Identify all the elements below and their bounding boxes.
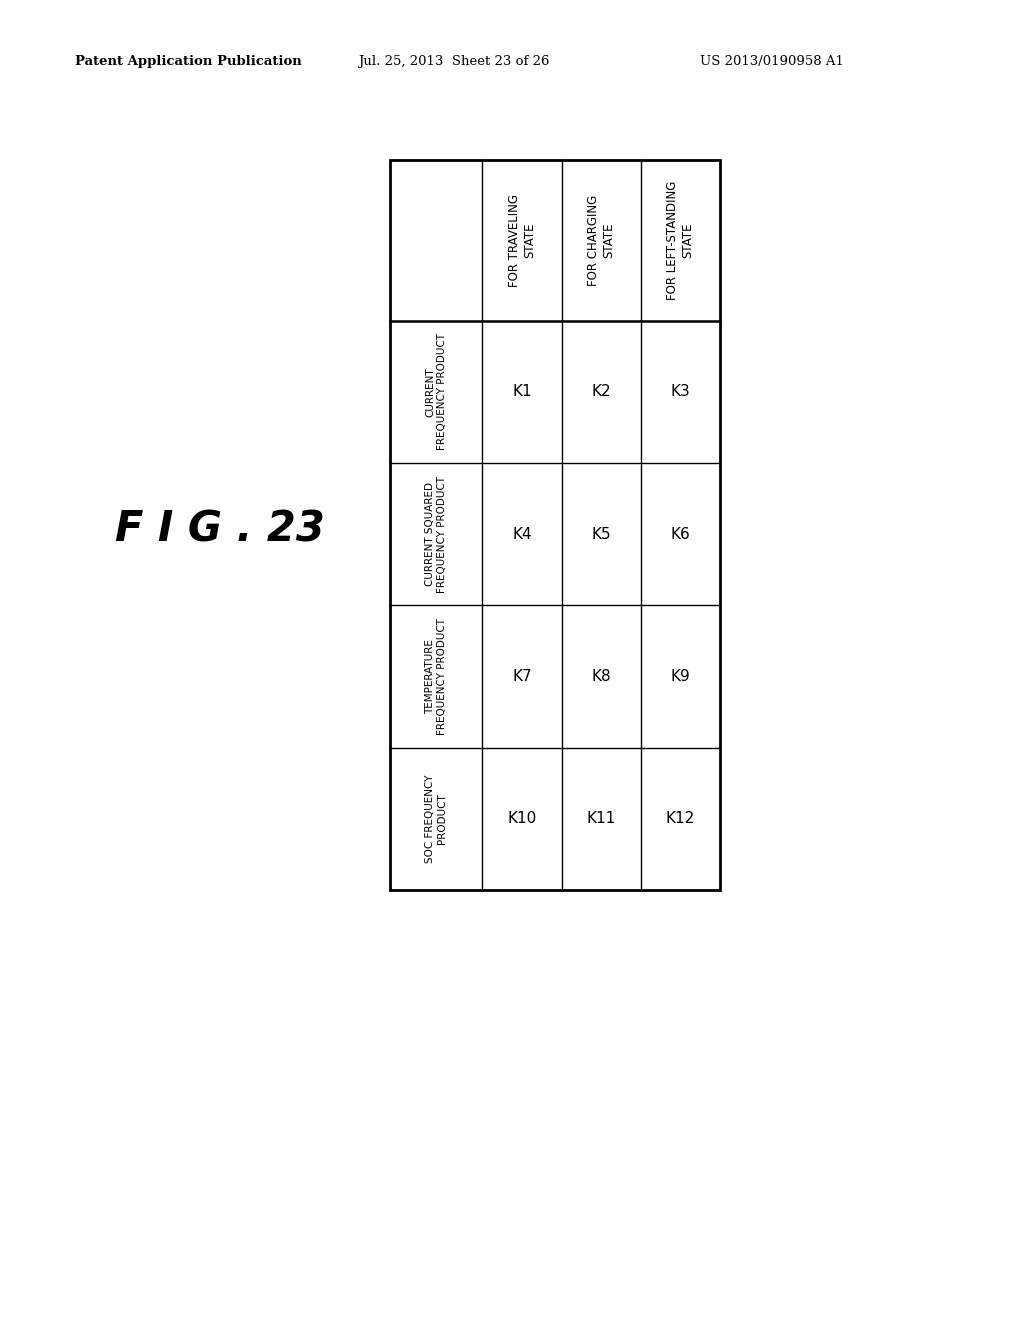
Text: Jul. 25, 2013  Sheet 23 of 26: Jul. 25, 2013 Sheet 23 of 26 bbox=[358, 55, 550, 69]
Text: CURRENT SQUARED
FREQUENCY PRODUCT: CURRENT SQUARED FREQUENCY PRODUCT bbox=[425, 475, 447, 593]
Text: Patent Application Publication: Patent Application Publication bbox=[75, 55, 302, 69]
Text: K6: K6 bbox=[671, 527, 690, 541]
Text: FOR TRAVELING
STATE: FOR TRAVELING STATE bbox=[508, 194, 536, 286]
Text: K7: K7 bbox=[512, 669, 531, 684]
Text: K4: K4 bbox=[512, 527, 531, 541]
Text: K9: K9 bbox=[671, 669, 690, 684]
Text: K3: K3 bbox=[671, 384, 690, 399]
Text: K11: K11 bbox=[587, 812, 615, 826]
Text: K1: K1 bbox=[512, 384, 531, 399]
Text: FOR CHARGING
STATE: FOR CHARGING STATE bbox=[587, 194, 615, 286]
Text: K5: K5 bbox=[592, 527, 611, 541]
Text: K8: K8 bbox=[592, 669, 611, 684]
Text: K2: K2 bbox=[592, 384, 611, 399]
Bar bbox=[390, 160, 720, 890]
Text: US 2013/0190958 A1: US 2013/0190958 A1 bbox=[700, 55, 844, 69]
Text: TEMPERATURE
FREQUENCY PRODUCT: TEMPERATURE FREQUENCY PRODUCT bbox=[425, 618, 447, 735]
Text: CURRENT
FREQUENCY PRODUCT: CURRENT FREQUENCY PRODUCT bbox=[425, 333, 447, 450]
Text: F I G . 23: F I G . 23 bbox=[115, 510, 325, 550]
Text: K12: K12 bbox=[666, 812, 695, 826]
Text: K10: K10 bbox=[507, 812, 537, 826]
Text: SOC FREQUENCY
PRODUCT: SOC FREQUENCY PRODUCT bbox=[425, 775, 447, 863]
Text: FOR LEFT-STANDING
STATE: FOR LEFT-STANDING STATE bbox=[667, 181, 694, 300]
